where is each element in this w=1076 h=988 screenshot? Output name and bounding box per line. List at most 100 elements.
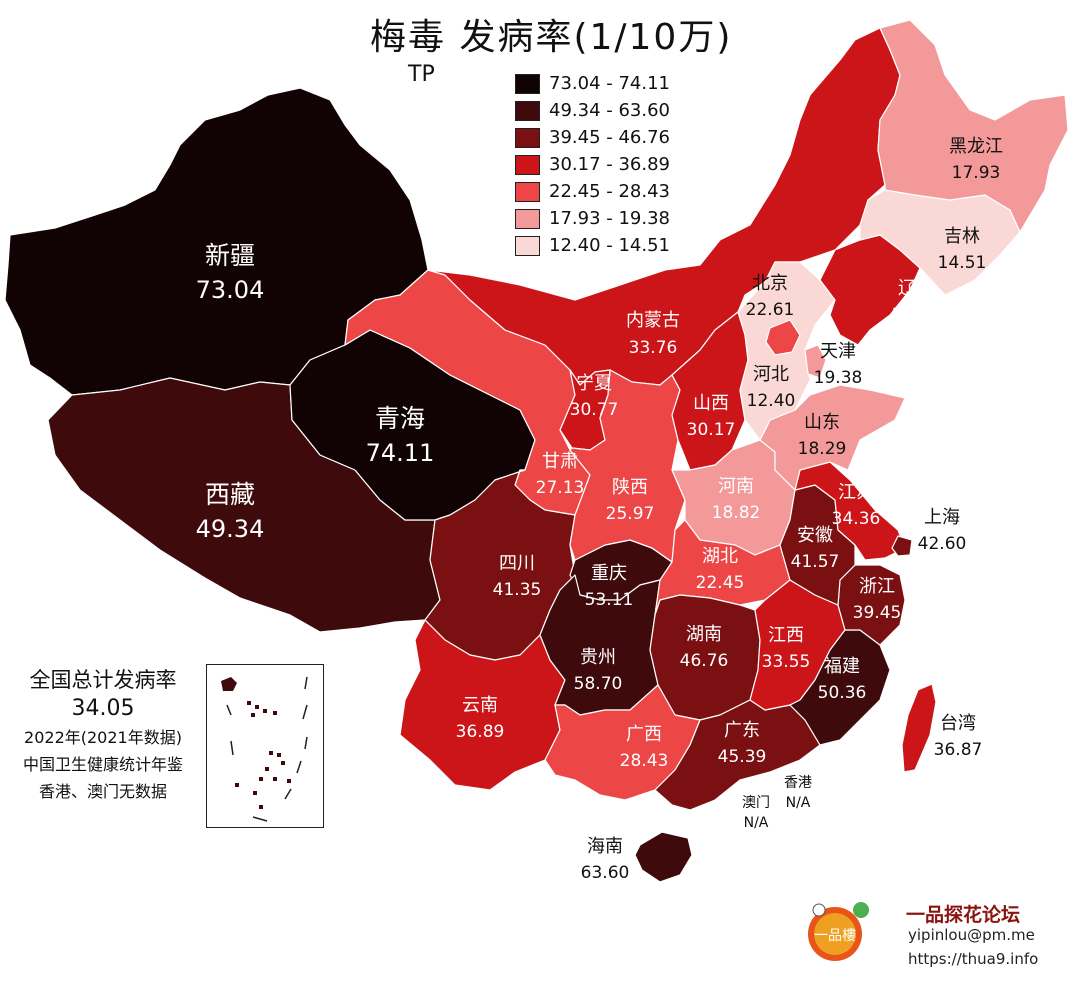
province-value: 50.36 — [818, 683, 867, 703]
province-name: 安徽 — [797, 525, 833, 546]
region-黑龙江[interactable] — [877, 19, 1069, 233]
region-北京[interactable] — [765, 319, 801, 356]
province-value: 34.36 — [832, 509, 881, 529]
province-value: 25.97 — [606, 504, 655, 524]
region-广西[interactable] — [544, 684, 701, 801]
province-value: 17.93 — [952, 163, 1001, 183]
province-name: 辽宁 — [898, 278, 934, 299]
forum-email: yipinlou@pm.me — [908, 926, 1035, 944]
province-name: 澳门 — [742, 795, 770, 811]
legend-label: 49.34 - 63.60 — [549, 100, 670, 121]
province-value: 18.29 — [798, 439, 847, 459]
province-name: 上海 — [924, 507, 960, 528]
missing-data-note: 香港、澳门无数据 — [38, 782, 167, 801]
province-labels: 新疆 73.04 西藏 49.34 青海 74.11 甘肃 27.13 内蒙古 33.76 宁夏 30… — [196, 136, 1003, 883]
province-value: 46.76 — [680, 651, 729, 671]
region-上海[interactable] — [891, 535, 913, 557]
province-value: 74.11 — [366, 439, 435, 467]
province-name: 浙江 — [859, 576, 895, 597]
province-name: 陕西 — [612, 477, 648, 498]
region-山东[interactable] — [759, 384, 906, 491]
province-value: 14.51 — [938, 253, 987, 273]
province-value: 36.89 — [456, 722, 505, 742]
province-value: 45.39 — [718, 747, 767, 767]
province-value: 36.87 — [934, 740, 983, 760]
province-name: 江西 — [768, 625, 804, 646]
legend-item: 73.04 - 74.11 — [515, 70, 670, 97]
legend-label: 12.40 - 14.51 — [549, 235, 670, 256]
legend-label: 39.45 - 46.76 — [549, 127, 670, 148]
forum-logo: 一品樓 — [803, 898, 879, 966]
province-value: 30.77 — [570, 400, 619, 420]
province-name: 广西 — [626, 724, 662, 745]
legend-label: 73.04 - 74.11 — [549, 73, 670, 94]
province-value: N/A — [744, 815, 769, 831]
province-name: 宁夏 — [576, 373, 612, 394]
province-name: 贵州 — [580, 647, 616, 668]
province-name: 海南 — [587, 836, 623, 857]
province-value: 42.60 — [918, 534, 967, 554]
province-name: 内蒙古 — [626, 310, 680, 331]
province-name: 湖南 — [686, 624, 722, 645]
province-name: 西藏 — [205, 480, 255, 509]
province-value: 30.17 — [687, 420, 736, 440]
legend-swatch — [515, 181, 540, 202]
data-source-note: 中国卫生健康统计年鉴 — [22, 755, 183, 774]
province-name: 山东 — [804, 412, 840, 433]
province-name: 北京 — [752, 273, 788, 294]
province-value: 18.82 — [712, 503, 761, 523]
forum-brand: 一品探花论坛 — [906, 904, 1021, 926]
region-辽宁[interactable] — [819, 234, 921, 346]
legend-item: 39.45 - 46.76 — [515, 124, 670, 151]
province-name: 福建 — [824, 656, 860, 677]
province-value: 49.34 — [196, 515, 265, 543]
legend-swatch — [515, 154, 540, 175]
province-name: 重庆 — [591, 563, 627, 584]
province-value: 28.43 — [620, 751, 669, 771]
province-value: 27.13 — [536, 478, 585, 498]
legend-swatch — [515, 235, 540, 256]
province-name: 河北 — [753, 364, 789, 385]
province-name: 甘肃 — [542, 451, 578, 472]
province-value: 33.55 — [762, 652, 811, 672]
province-name: 江苏 — [838, 482, 874, 503]
region-海南[interactable] — [634, 831, 693, 883]
province-name: 天津 — [820, 341, 856, 362]
south-china-sea-inset — [206, 664, 324, 828]
province-name: 四川 — [499, 553, 535, 574]
province-name: 湖北 — [702, 546, 738, 567]
province-value: 73.04 — [196, 276, 265, 304]
province-name: 香港 — [784, 775, 812, 791]
logo-text: 一品樓 — [814, 928, 856, 944]
province-value: 12.40 — [747, 391, 796, 411]
legend-label: 30.17 - 36.89 — [549, 154, 670, 175]
province-value: N/A — [786, 795, 811, 811]
province-name: 云南 — [462, 695, 498, 716]
legend-item: 22.45 - 28.43 — [515, 178, 670, 205]
province-name: 台湾 — [940, 713, 976, 734]
province-value: 39.45 — [853, 603, 902, 623]
legend-item: 17.93 - 19.38 — [515, 205, 670, 232]
national-rate-value: 34.05 — [71, 696, 135, 721]
province-name: 吉林 — [944, 226, 980, 247]
map-title: 梅毒 发病率(1/10万) — [370, 17, 733, 58]
region-台湾[interactable] — [901, 683, 937, 773]
map-subtitle: TP — [408, 62, 435, 87]
legend-item: 49.34 - 63.60 — [515, 97, 670, 124]
province-value: 31.57 — [892, 305, 941, 325]
south-china-sea-islands — [221, 676, 308, 822]
region-天津[interactable] — [804, 344, 827, 379]
region-江苏[interactable] — [794, 461, 906, 561]
data-year-note: 2022年(2021年数据) — [24, 728, 182, 747]
national-summary: 全国总计发病率 34.05 2022年(2021年数据) 中国卫生健康统计年鉴 … — [0, 666, 206, 805]
legend-item: 12.40 - 14.51 — [515, 232, 670, 259]
legend-swatch — [515, 100, 540, 121]
legend: 73.04 - 74.11 49.34 - 63.60 39.45 - 46.7… — [515, 70, 670, 259]
legend-swatch — [515, 208, 540, 229]
province-name: 广东 — [724, 720, 760, 741]
province-name: 新疆 — [205, 241, 255, 270]
province-value: 22.61 — [746, 300, 795, 320]
legend-item: 30.17 - 36.89 — [515, 151, 670, 178]
province-name: 河南 — [718, 476, 754, 497]
legend-label: 22.45 - 28.43 — [549, 181, 670, 202]
